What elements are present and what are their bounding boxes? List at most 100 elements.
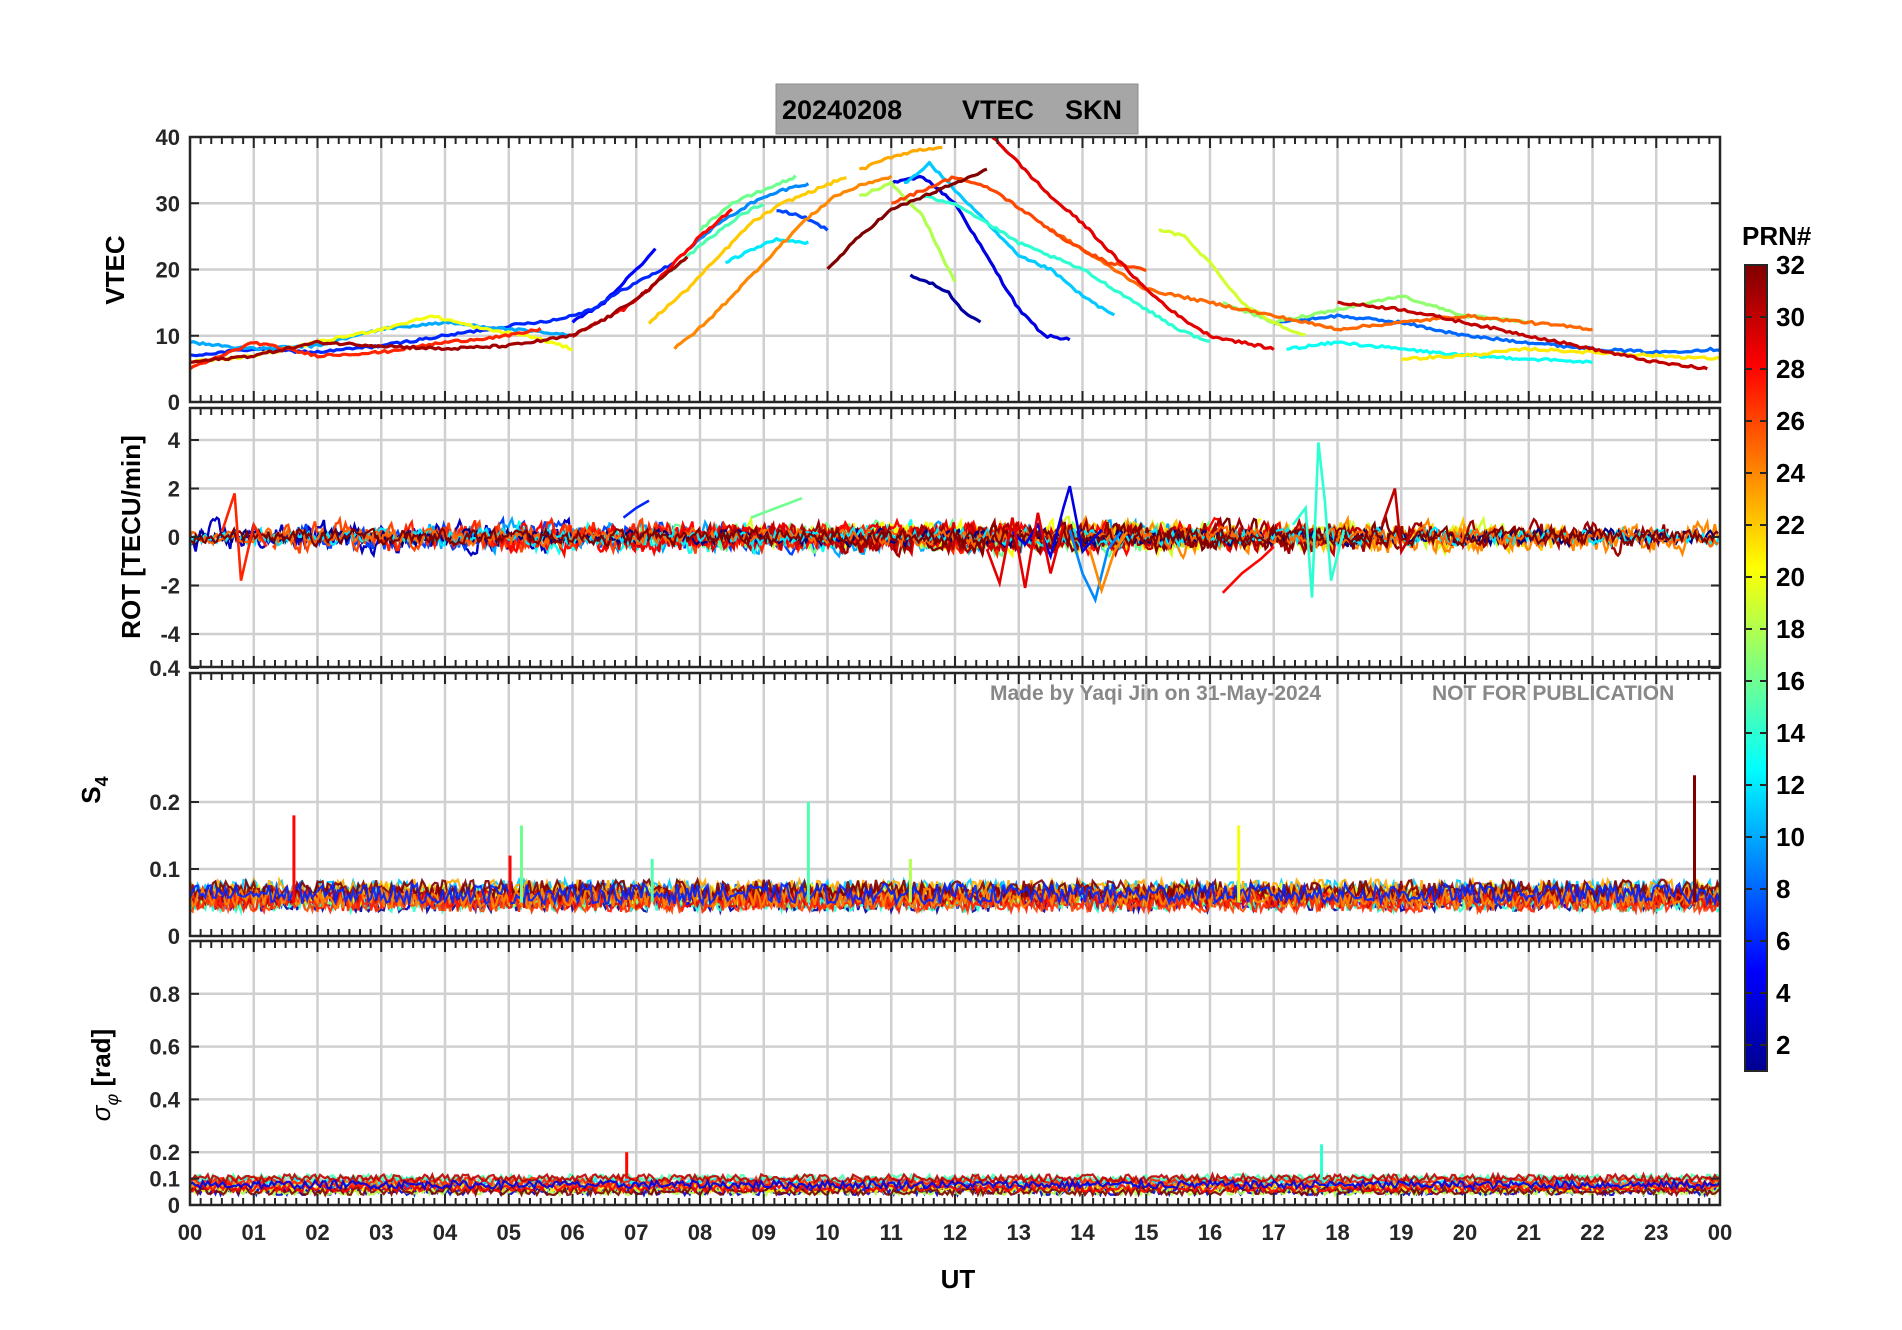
x-tick-label: 07 <box>624 1220 648 1245</box>
x-tick-label: 10 <box>815 1220 839 1245</box>
rot-ytick-label: -2 <box>160 574 180 599</box>
colorbar-tick-label: 16 <box>1776 666 1805 696</box>
vtec-line-prn-9 <box>686 182 810 252</box>
rot-ylabel: ROT [TECU/min] <box>116 435 146 639</box>
rot-excursion-prn-24 <box>1087 531 1129 595</box>
colorbar-label: PRN# <box>1742 221 1812 251</box>
x-tick-label: 11 <box>880 1220 903 1245</box>
rot-excursion-prn-14 <box>1291 442 1346 598</box>
rot-excursion-prn-29 <box>985 512 1065 589</box>
s4-ytick-label: 0.2 <box>149 790 180 815</box>
axes-layer: 010203040-4-202400.10.20.400.10.20.40.60… <box>76 125 1732 1245</box>
x-tick-label: 20 <box>1453 1220 1477 1245</box>
vtec-line-prn-11 <box>903 160 1116 317</box>
x-tick-label: 18 <box>1325 1220 1349 1245</box>
colorbar-tick-label: 18 <box>1776 614 1805 644</box>
sigma-phi-line-prn-30 <box>190 1171 1720 1186</box>
vtec-line-prn-21 <box>1400 346 1720 362</box>
x-tick-label: 16 <box>1198 1220 1222 1245</box>
x-tick-label: 09 <box>752 1220 776 1245</box>
s4-line-prn-6 <box>190 879 1720 908</box>
vtec-ylabel: VTEC <box>100 235 130 305</box>
rot-excursion-prn-9 <box>1068 529 1122 604</box>
vtec-line-prn-18 <box>859 180 957 283</box>
x-tick-label: 22 <box>1580 1220 1604 1245</box>
x-tick-label: 00 <box>1708 1220 1732 1245</box>
rot-excursion-prn-6 <box>622 499 650 519</box>
vtec-ytick-label: 0 <box>168 390 180 415</box>
data-layer <box>190 137 1720 1198</box>
sigma_phi-ytick-label: 0.2 <box>149 1140 180 1165</box>
colorbar-gradient <box>1744 264 1768 1072</box>
x-tick-label: 00 <box>178 1220 202 1245</box>
x-tick-label: 12 <box>943 1220 967 1245</box>
title-quantity: VTEC <box>962 95 1034 125</box>
x-tick-label: 02 <box>305 1220 329 1245</box>
rot-excursion-prn-4 <box>1011 485 1103 561</box>
colorbar-tick-label: 12 <box>1776 770 1805 800</box>
s4-ytick-label: 0.4 <box>149 656 180 681</box>
colorbar-tick-label: 4 <box>1776 978 1791 1008</box>
x-tick-label: 15 <box>1134 1220 1158 1245</box>
rot-excursion-prn-27 <box>220 492 268 581</box>
colorbar-tick-label: 32 <box>1776 250 1805 280</box>
watermark-notice: NOT FOR PUBLICATION <box>1432 682 1674 705</box>
x-tick-label: 08 <box>688 1220 712 1245</box>
colorbar-tick-label: 2 <box>1776 1030 1790 1060</box>
colorbar-tick-label: 20 <box>1776 562 1805 592</box>
vtec-line-prn-16 <box>698 174 797 232</box>
title-box: 20240208 VTEC SKN <box>775 83 1139 135</box>
sigma-phi-line-prn-32 <box>190 1184 1720 1198</box>
x-tick-label: 04 <box>433 1220 458 1245</box>
rot-ytick-label: -4 <box>160 622 180 647</box>
vtec-ytick-label: 30 <box>156 191 180 216</box>
vtec-line-prn-25 <box>1049 227 1593 332</box>
vtec-line-prn-27 <box>190 326 542 371</box>
rot-ytick-label: 2 <box>168 477 180 502</box>
sigma-phi-line-prn-4 <box>190 1177 1720 1193</box>
vtec-line-prn-24 <box>673 174 893 350</box>
watermark-credit: Made by Yaqi Jin on 31-May-2024 <box>990 682 1321 705</box>
x-tick-label: 06 <box>560 1220 584 1245</box>
vtec-line-prn-29 <box>990 137 1275 351</box>
vtec-line-prn-26 <box>891 175 1147 273</box>
vtec-line-prn-5 <box>571 247 657 324</box>
vtec-ytick-label: 10 <box>156 324 180 349</box>
x-tick-label: 17 <box>1262 1220 1286 1245</box>
vtec-line-prn-4 <box>890 174 1071 342</box>
vtec-line-prn-14 <box>922 194 1211 343</box>
x-tick-label: 13 <box>1007 1220 1031 1245</box>
vtec-line-prn-12 <box>724 237 810 265</box>
sigma_phi-ytick-label: 0 <box>168 1193 180 1218</box>
x-tick-label: 14 <box>1070 1220 1095 1245</box>
vtec-ytick-label: 40 <box>156 125 180 150</box>
rot-ytick-label: 4 <box>168 428 181 453</box>
vtec-line-prn-19 <box>1158 227 1306 337</box>
grid-layer <box>190 137 1720 1205</box>
x-axis-label: UT <box>941 1264 976 1294</box>
title-date: 20240208 <box>782 95 902 125</box>
rot-excursion-prn-30 <box>1380 488 1416 556</box>
rot-ytick-label: 0 <box>168 525 180 550</box>
vtec-line-prn-7 <box>776 209 829 232</box>
vtec-line-prn-8 <box>1273 313 1720 355</box>
title-station: SKN <box>1065 95 1122 125</box>
x-tick-label: 23 <box>1644 1220 1668 1245</box>
vtec-line-prn-22 <box>647 176 847 325</box>
vtec-series-group <box>190 137 1720 371</box>
s4-ylabel: S4 <box>76 776 112 803</box>
rot-series-group <box>190 442 1720 604</box>
sigma_phi-ytick-label: 0.4 <box>149 1087 180 1112</box>
sigma-phi-series-group <box>190 1144 1720 1198</box>
sigma_phi-ytick-label: 0.6 <box>149 1035 180 1060</box>
colorbar-tick-label: 8 <box>1776 874 1790 904</box>
vtec-line-prn-32 <box>826 167 988 271</box>
x-tick-label: 05 <box>497 1220 521 1245</box>
rot-excursion-prn-16 <box>750 496 803 519</box>
x-tick-label: 03 <box>369 1220 393 1245</box>
vtec-line-prn-31 <box>190 255 689 364</box>
sigma_phi-ytick-label: 0.1 <box>149 1167 180 1192</box>
